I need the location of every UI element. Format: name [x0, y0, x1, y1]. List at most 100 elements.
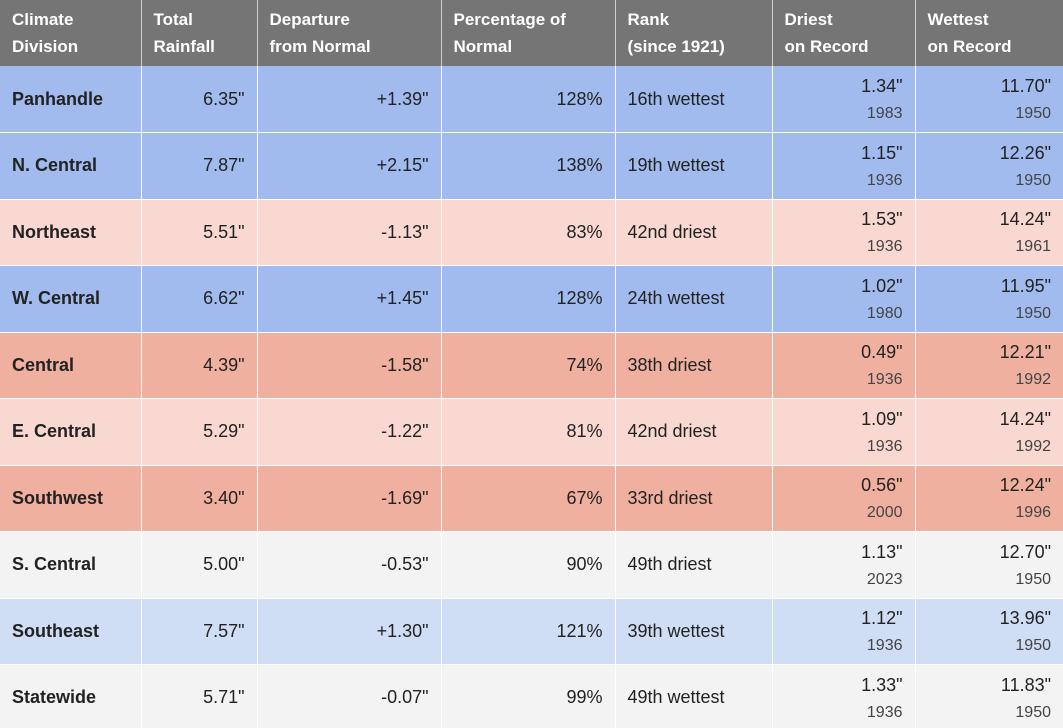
wettest-year: 1961 [1015, 238, 1051, 256]
percentage-cell: 90% [441, 531, 616, 599]
table-body: Panhandle 6.35" +1.39" 128% 16th wettest… [0, 66, 1063, 728]
wettest-year: 1950 [1015, 105, 1051, 122]
division-cell: S. Central [0, 531, 142, 599]
table-row: Statewide 5.71" -0.07" 99% 49th wettest … [0, 664, 1063, 728]
rank-cell: 42nd driest [615, 199, 773, 266]
table-row: E. Central 5.29" -1.22" 81% 42nd driest … [0, 398, 1063, 466]
total-rainfall-cell: 5.00" [141, 531, 258, 599]
wettest-year: 1996 [1015, 504, 1051, 522]
driest-year: 2023 [866, 570, 903, 588]
driest-value: 1.33" [861, 674, 903, 695]
wettest-value: 11.95" [1000, 275, 1051, 296]
wettest-record-cell: 13.96" 1950 [915, 598, 1063, 665]
percentage-cell: 128% [441, 265, 616, 333]
departure-cell: -1.22" [257, 398, 442, 466]
driest-record-cell: 1.33" 1936 [772, 664, 916, 728]
wettest-record-cell: 14.24" 1992 [915, 398, 1063, 466]
wettest-year: 1950 [1015, 570, 1051, 588]
rank-cell: 19th wettest [615, 132, 773, 200]
percentage-cell: 121% [441, 598, 616, 665]
percentage-cell: 67% [441, 465, 616, 532]
driest-value: 1.53" [861, 209, 903, 230]
division-cell: Panhandle [0, 66, 142, 133]
wettest-year: 1950 [1015, 304, 1051, 322]
rank-cell: 49th driest [615, 531, 773, 599]
wettest-record-cell: 12.21" 1992 [915, 332, 1063, 399]
total-rainfall-cell: 5.71" [141, 664, 258, 728]
wettest-record-cell: 11.83" 1950 [915, 664, 1063, 728]
wettest-value: 12.26" [999, 142, 1051, 163]
total-rainfall-cell: 4.39" [141, 332, 258, 399]
division-cell: Southwest [0, 465, 142, 532]
total-rainfall-cell: 5.29" [141, 398, 258, 466]
driest-year: 1936 [866, 703, 903, 721]
wettest-value: 13.96" [999, 608, 1051, 629]
header-percentage: Percentage of Normal [441, 0, 616, 66]
wettest-year: 1992 [1015, 371, 1051, 389]
total-rainfall-cell: 7.57" [141, 598, 258, 665]
division-cell: Central [0, 332, 142, 399]
driest-year: 2000 [866, 504, 903, 522]
driest-record-cell: 1.12" 1936 [772, 598, 916, 665]
wettest-value: 12.70" [999, 541, 1051, 562]
total-rainfall-cell: 5.51" [141, 199, 258, 266]
percentage-cell: 74% [441, 332, 616, 399]
percentage-cell: 99% [441, 664, 616, 728]
departure-cell: +1.30" [257, 598, 442, 665]
driest-record-cell: 1.15" 1936 [772, 132, 916, 200]
wettest-value: 14.24" [999, 408, 1051, 429]
wettest-value: 14.24" [999, 209, 1051, 230]
driest-record-cell: 1.02" 1980 [772, 265, 916, 333]
driest-year: 1936 [866, 637, 903, 655]
driest-year: 1936 [866, 371, 903, 389]
table-row: Central 4.39" -1.58" 74% 38th driest 0.4… [0, 332, 1063, 399]
header-driest: Driest on Record [772, 0, 916, 66]
rank-cell: 33rd driest [615, 465, 773, 532]
departure-cell: +1.39" [257, 66, 442, 133]
driest-record-cell: 0.56" 2000 [772, 465, 916, 532]
driest-value: 0.56" [861, 475, 903, 496]
wettest-record-cell: 11.70" 1950 [915, 66, 1063, 133]
table-row: S. Central 5.00" -0.53" 90% 49th driest … [0, 531, 1063, 599]
header-climate-division: Climate Division [0, 0, 142, 66]
table-row: Northeast 5.51" -1.13" 83% 42nd driest 1… [0, 199, 1063, 266]
wettest-record-cell: 12.24" 1996 [915, 465, 1063, 532]
division-cell: W. Central [0, 265, 142, 333]
percentage-cell: 81% [441, 398, 616, 466]
departure-cell: -0.07" [257, 664, 442, 728]
driest-record-cell: 1.53" 1936 [772, 199, 916, 266]
header-total-rainfall: Total Rainfall [141, 0, 258, 66]
driest-value: 1.12" [861, 608, 903, 629]
rank-cell: 16th wettest [615, 66, 773, 133]
departure-cell: +2.15" [257, 132, 442, 200]
driest-year: 1936 [866, 238, 903, 256]
table-row: Panhandle 6.35" +1.39" 128% 16th wettest… [0, 66, 1063, 133]
header-wettest: Wettest on Record [915, 0, 1063, 66]
driest-record-cell: 1.13" 2023 [772, 531, 916, 599]
driest-record-cell: 1.09" 1936 [772, 398, 916, 466]
driest-value: 1.13" [861, 541, 903, 562]
driest-year: 1980 [866, 304, 903, 322]
rank-cell: 49th wettest [615, 664, 773, 728]
total-rainfall-cell: 6.62" [141, 265, 258, 333]
rank-cell: 39th wettest [615, 598, 773, 665]
wettest-value: 11.70" [1000, 76, 1051, 96]
wettest-value: 12.24" [999, 475, 1051, 496]
wettest-value: 11.83" [1000, 674, 1051, 695]
division-cell: N. Central [0, 132, 142, 200]
header-row: Climate Division Total Rainfall Departure f… [0, 0, 1063, 66]
driest-record-cell: 0.49" 1936 [772, 332, 916, 399]
table-row: Southeast 7.57" +1.30" 121% 39th wettest… [0, 598, 1063, 665]
wettest-year: 1992 [1015, 437, 1051, 455]
rank-cell: 38th driest [615, 332, 773, 399]
table-row: Southwest 3.40" -1.69" 67% 33rd driest 0… [0, 465, 1063, 532]
driest-record-cell: 1.34" 1983 [772, 66, 916, 133]
table-row: W. Central 6.62" +1.45" 128% 24th wettes… [0, 265, 1063, 333]
wettest-year: 1950 [1015, 171, 1051, 189]
rank-cell: 24th wettest [615, 265, 773, 333]
driest-year: 1936 [866, 437, 903, 455]
wettest-value: 12.21" [999, 342, 1051, 363]
wettest-year: 1950 [1015, 637, 1051, 655]
division-cell: Southeast [0, 598, 142, 665]
